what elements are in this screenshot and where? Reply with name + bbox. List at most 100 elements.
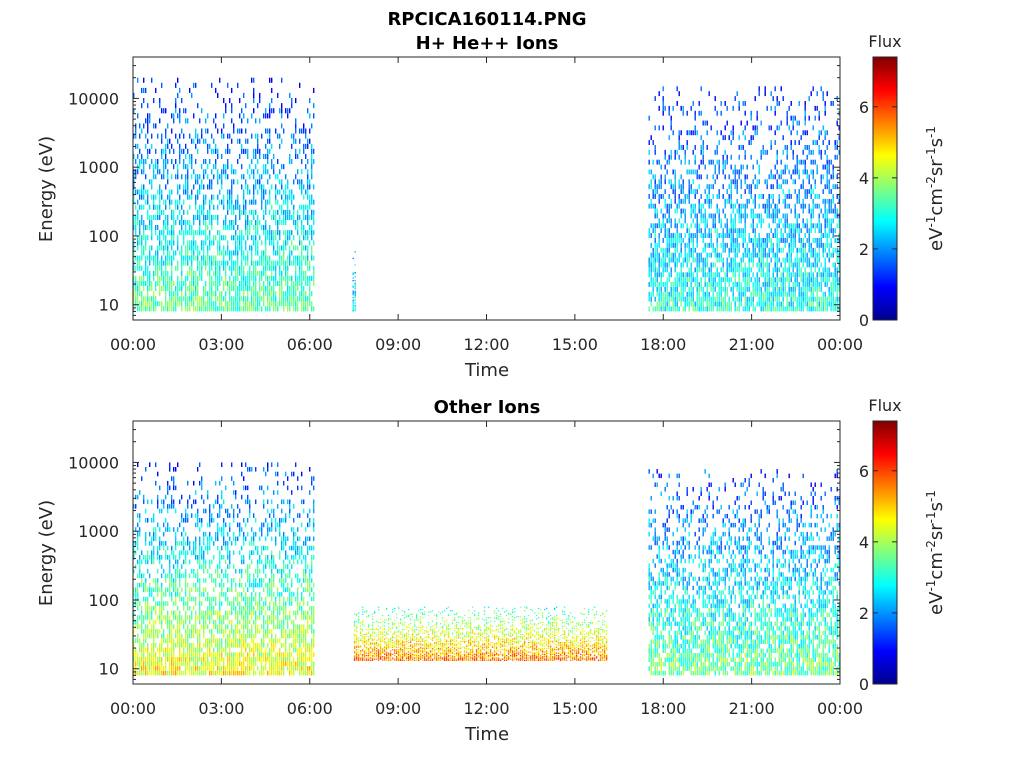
spectrogram-cell: [704, 233, 706, 238]
spectrogram-cell: [143, 670, 145, 676]
spectrogram-cell: [760, 247, 762, 253]
spectrogram-cell: [658, 91, 660, 97]
spectrogram-cell: [137, 638, 139, 643]
spectrogram-cell: [744, 101, 746, 106]
spectrogram-cell: [694, 110, 696, 116]
spectrogram-cell: [305, 301, 307, 307]
spectrogram-cell: [193, 573, 195, 579]
spectrogram-cell: [223, 98, 225, 104]
spectrogram-cell: [257, 179, 259, 185]
spectrogram-cell: [802, 247, 804, 253]
spectrogram-cell: [151, 518, 153, 523]
spectrogram-cell: [297, 169, 299, 175]
spectrogram-cell: [772, 247, 774, 253]
spectrogram-cell: [245, 209, 247, 215]
spectrogram-cell: [205, 638, 207, 643]
spectrogram-cell: [223, 306, 225, 312]
spectrogram-cell: [670, 306, 672, 312]
spectrogram-cell: [718, 301, 720, 307]
spectrogram-cell: [145, 606, 147, 611]
spectrogram-cell: [732, 272, 734, 278]
spectrogram-cell: [173, 578, 175, 583]
spectrogram-cell: [211, 214, 213, 220]
spectrogram-cell: [153, 174, 155, 180]
spectrogram-cell: [654, 242, 656, 248]
spectrogram-cell: [802, 179, 804, 185]
spectrogram-cell: [778, 301, 780, 307]
spectrogram-cell: [804, 164, 806, 170]
spectrogram-cell: [205, 661, 207, 667]
spectrogram-cell: [662, 218, 664, 224]
spectrogram-cell: [776, 228, 778, 234]
spectrogram-cell: [650, 282, 652, 287]
spectrogram-cell: [714, 223, 716, 229]
spectrogram-cell: [301, 184, 303, 190]
spectrogram-cell: [782, 257, 784, 263]
spectrogram-cell: [265, 265, 267, 271]
spectrogram-cell: [760, 286, 762, 292]
spectrogram-cell: [149, 582, 151, 588]
spectrogram-cell: [726, 189, 728, 194]
spectrogram-cell: [197, 508, 199, 514]
spectrogram-cell: [740, 164, 742, 170]
spectrogram-cell: [143, 245, 145, 251]
spectrogram-cell: [782, 296, 784, 302]
spectrogram-cell: [193, 568, 195, 574]
spectrogram-cell: [674, 257, 676, 263]
spectrogram-cell: [133, 199, 135, 205]
spectrogram-cell: [247, 296, 249, 302]
spectrogram-cell: [255, 235, 257, 241]
spectrogram-cell: [788, 291, 790, 297]
spectrogram-cell: [187, 189, 189, 195]
spectrogram-cell: [778, 306, 780, 312]
spectrogram-cell: [133, 92, 135, 98]
spectrogram-cell: [163, 225, 165, 231]
spectrogram-cell: [197, 138, 199, 144]
spectrogram-cell: [189, 661, 191, 667]
spectrogram-cell: [135, 133, 137, 139]
spectrogram-cell: [179, 629, 181, 634]
spectrogram-cell: [239, 235, 241, 241]
spectrogram-cell: [684, 194, 686, 199]
spectrogram-cell: [672, 242, 674, 248]
spectrogram-cell: [794, 296, 796, 302]
spectrogram-cell: [175, 541, 177, 546]
spectrogram-cell: [682, 110, 684, 116]
spectrogram-cell: [702, 233, 704, 238]
spectrogram-cell: [269, 189, 271, 195]
spectrogram-cell: [716, 208, 718, 214]
spectrogram-cell: [161, 209, 163, 215]
spectrogram-cell: [263, 153, 265, 159]
spectrogram-cell: [147, 123, 149, 129]
spectrogram-cell: [650, 169, 652, 175]
spectrogram-cell: [291, 260, 293, 266]
spectrogram-cell: [824, 208, 826, 214]
spectrogram-cell: [171, 652, 173, 657]
spectrogram-cell: [311, 143, 313, 149]
spectrogram-cell: [291, 159, 293, 165]
spectrogram-cell: [235, 286, 237, 292]
spectrogram-cell: [672, 238, 674, 243]
spectrogram-cell: [199, 643, 201, 648]
spectrogram-cell: [688, 291, 690, 297]
spectrogram-cell: [175, 633, 177, 639]
spectrogram-cell: [203, 615, 205, 620]
spectrogram-cell: [692, 149, 694, 155]
spectrogram-cell: [786, 233, 788, 238]
spectrogram-cell: [247, 230, 249, 236]
spectrogram-cell: [740, 194, 742, 199]
spectrogram-cell: [275, 265, 277, 271]
spectrogram-cell: [153, 619, 155, 625]
spectrogram-cell: [145, 629, 147, 634]
spectrogram-cell: [812, 252, 814, 258]
spectrogram-cell: [149, 541, 151, 546]
spectrogram-cell: [782, 277, 784, 283]
spectrogram-cell: [810, 149, 812, 155]
spectrogram-cell: [181, 619, 183, 625]
spectrogram-cell: [776, 272, 778, 278]
spectrogram-cell: [734, 306, 736, 312]
spectrogram-cell: [151, 220, 153, 226]
spectrogram-cell: [732, 286, 734, 292]
spectrogram-cell: [806, 306, 808, 312]
spectrogram-cell: [802, 242, 804, 248]
